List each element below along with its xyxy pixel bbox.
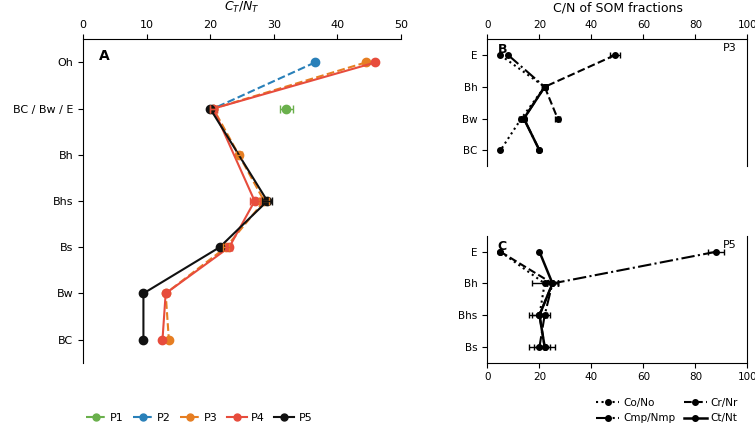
Title: $C_T/N_T$: $C_T/N_T$ bbox=[224, 0, 260, 15]
Text: P3: P3 bbox=[723, 43, 737, 53]
Text: P5: P5 bbox=[723, 240, 737, 250]
Legend: Co/No, Cmp/Nmp, Cr/Nr, Ct/Nt: Co/No, Cmp/Nmp, Cr/Nr, Ct/Nt bbox=[592, 394, 742, 427]
Title: C/N of SOM fractions: C/N of SOM fractions bbox=[553, 1, 683, 14]
Text: B: B bbox=[498, 43, 507, 56]
Legend: P1, P2, P3, P4, P5: P1, P2, P3, P4, P5 bbox=[81, 408, 316, 427]
Text: C: C bbox=[498, 240, 507, 253]
Text: A: A bbox=[99, 49, 109, 63]
